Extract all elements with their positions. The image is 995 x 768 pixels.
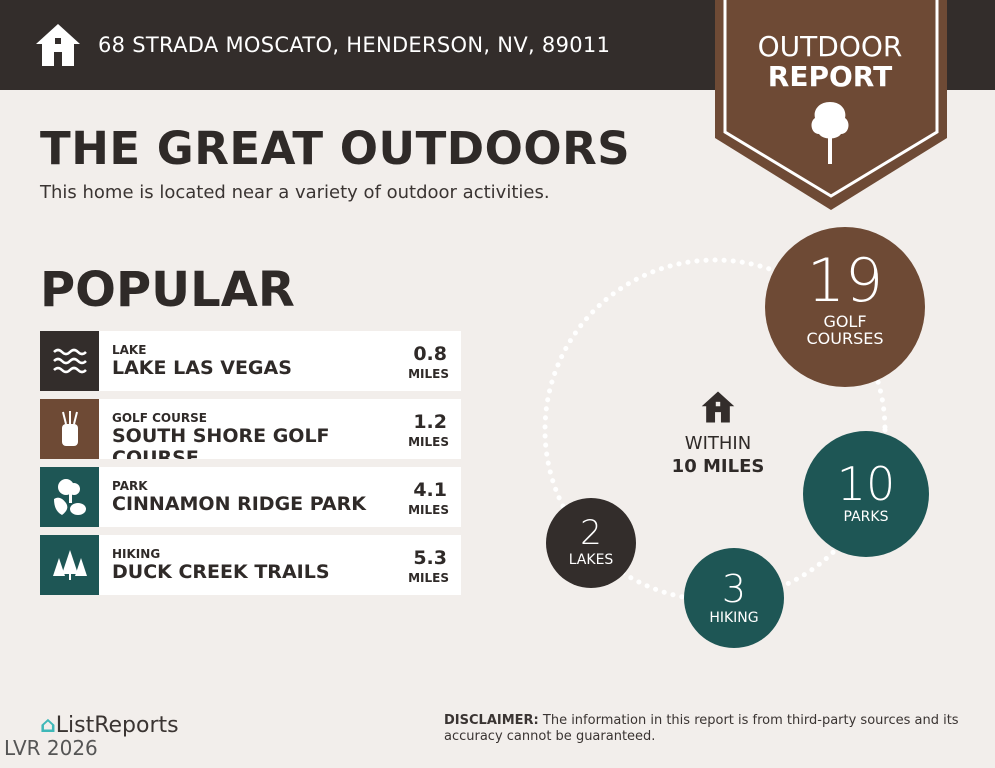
list-item-lake: LAKE LAKE LAS VEGAS 0.8 MILES — [40, 331, 461, 391]
item-distance: 4.1 — [413, 479, 447, 501]
item-distance: 0.8 — [413, 343, 447, 365]
radius-ring — [542, 257, 888, 603]
count-value: 19 — [806, 246, 884, 316]
within-line1: WITHIN — [684, 433, 752, 454]
count-label: GOLF — [823, 312, 867, 331]
watermark: LVR 2026 — [4, 736, 98, 760]
item-name: CINNAMON RIDGE PARK — [112, 493, 366, 515]
golf-bag-icon — [40, 399, 99, 459]
item-category: GOLF COURSE — [112, 411, 207, 425]
popular-heading: POPULAR — [40, 262, 295, 318]
waves-icon — [40, 331, 99, 391]
count-value: 3 — [721, 567, 747, 611]
pine-trees-icon — [40, 535, 99, 595]
item-distance: 1.2 — [413, 411, 447, 433]
lakes-count: 2 LAKES — [546, 498, 636, 588]
item-distance: 5.3 — [413, 547, 447, 569]
item-name: DUCK CREEK TRAILS — [112, 561, 330, 583]
item-unit: MILES — [408, 503, 449, 517]
count-label: COURSES — [806, 329, 884, 348]
item-name: LAKE LAS VEGAS — [112, 357, 292, 379]
parks-count: 10 PARKS — [803, 431, 929, 557]
badge-line2: REPORT — [767, 60, 893, 93]
item-category: HIKING — [112, 547, 161, 561]
logo-icon: ⌂ — [40, 713, 56, 738]
item-unit: MILES — [408, 435, 449, 449]
count-label: HIKING — [709, 610, 759, 626]
park-icon — [40, 467, 99, 527]
disclaimer: DISCLAIMER: The information in this repo… — [444, 713, 959, 744]
tree-icon — [811, 102, 849, 164]
item-category: PARK — [112, 479, 148, 493]
page-title: THE GREAT OUTDOORS — [40, 122, 631, 175]
list-item-golf-course: GOLF COURSE SOUTH SHORE GOLF COURSE 1.2 … — [40, 399, 461, 459]
hiking-count: 3 HIKING — [684, 548, 784, 648]
within-radius: WITHIN 10 MILES — [640, 432, 796, 478]
listreports-logo: ⌂ListReports — [40, 713, 179, 738]
list-item-hiking: HIKING DUCK CREEK TRAILS 5.3 MILES — [40, 535, 461, 595]
home-icon — [36, 24, 80, 66]
item-name: SOUTH SHORE GOLF COURSE — [112, 425, 330, 459]
within-line2: 10 MILES — [671, 456, 765, 477]
count-value: 2 — [580, 513, 602, 553]
item-category: LAKE — [112, 343, 147, 357]
golf-courses-count: 19 GOLF COURSES — [765, 227, 925, 387]
home-icon — [701, 391, 735, 423]
item-unit: MILES — [408, 571, 449, 585]
item-unit: MILES — [408, 367, 449, 381]
count-value: 10 — [836, 457, 896, 511]
property-address: 68 STRADA MOSCATO, HENDERSON, NV, 89011 — [98, 33, 611, 57]
badge-line1: OUTDOOR — [757, 30, 903, 63]
count-label: PARKS — [843, 509, 889, 525]
list-item-park: PARK CINNAMON RIDGE PARK 4.1 MILES — [40, 467, 461, 527]
page-subtitle: This home is located near a variety of o… — [40, 182, 550, 203]
count-label: LAKES — [568, 552, 614, 568]
